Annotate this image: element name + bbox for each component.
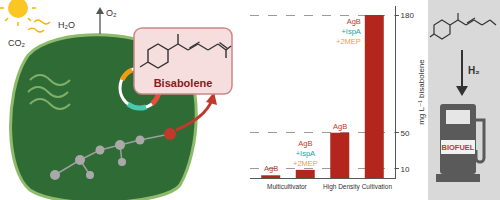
svg-text:O₂: O₂ — [106, 8, 117, 18]
svg-text:H₂O: H₂O — [58, 20, 75, 30]
svg-text:mg L⁻¹ bisabolene: mg L⁻¹ bisabolene — [417, 59, 426, 125]
svg-text:AgB+IspA+2MEP: AgB+IspA+2MEP — [293, 139, 318, 168]
svg-text:CO₂: CO₂ — [8, 38, 26, 48]
svg-text:AgB: AgB — [264, 164, 278, 173]
svg-text:180: 180 — [401, 11, 415, 20]
svg-text:High Density Cultivation: High Density Cultivation — [323, 183, 392, 191]
svg-text:AgB+IspA+2MEP: AgB+IspA+2MEP — [336, 17, 361, 46]
svg-text:BIOFUEL: BIOFUEL — [442, 143, 475, 152]
svg-text:AgB: AgB — [333, 122, 347, 131]
svg-text:50: 50 — [401, 129, 410, 138]
svg-text:10: 10 — [401, 165, 410, 174]
svg-text:Bisabolene: Bisabolene — [154, 77, 213, 89]
svg-text:Multicultivator: Multicultivator — [267, 183, 308, 190]
svg-text:H₂: H₂ — [468, 65, 480, 76]
